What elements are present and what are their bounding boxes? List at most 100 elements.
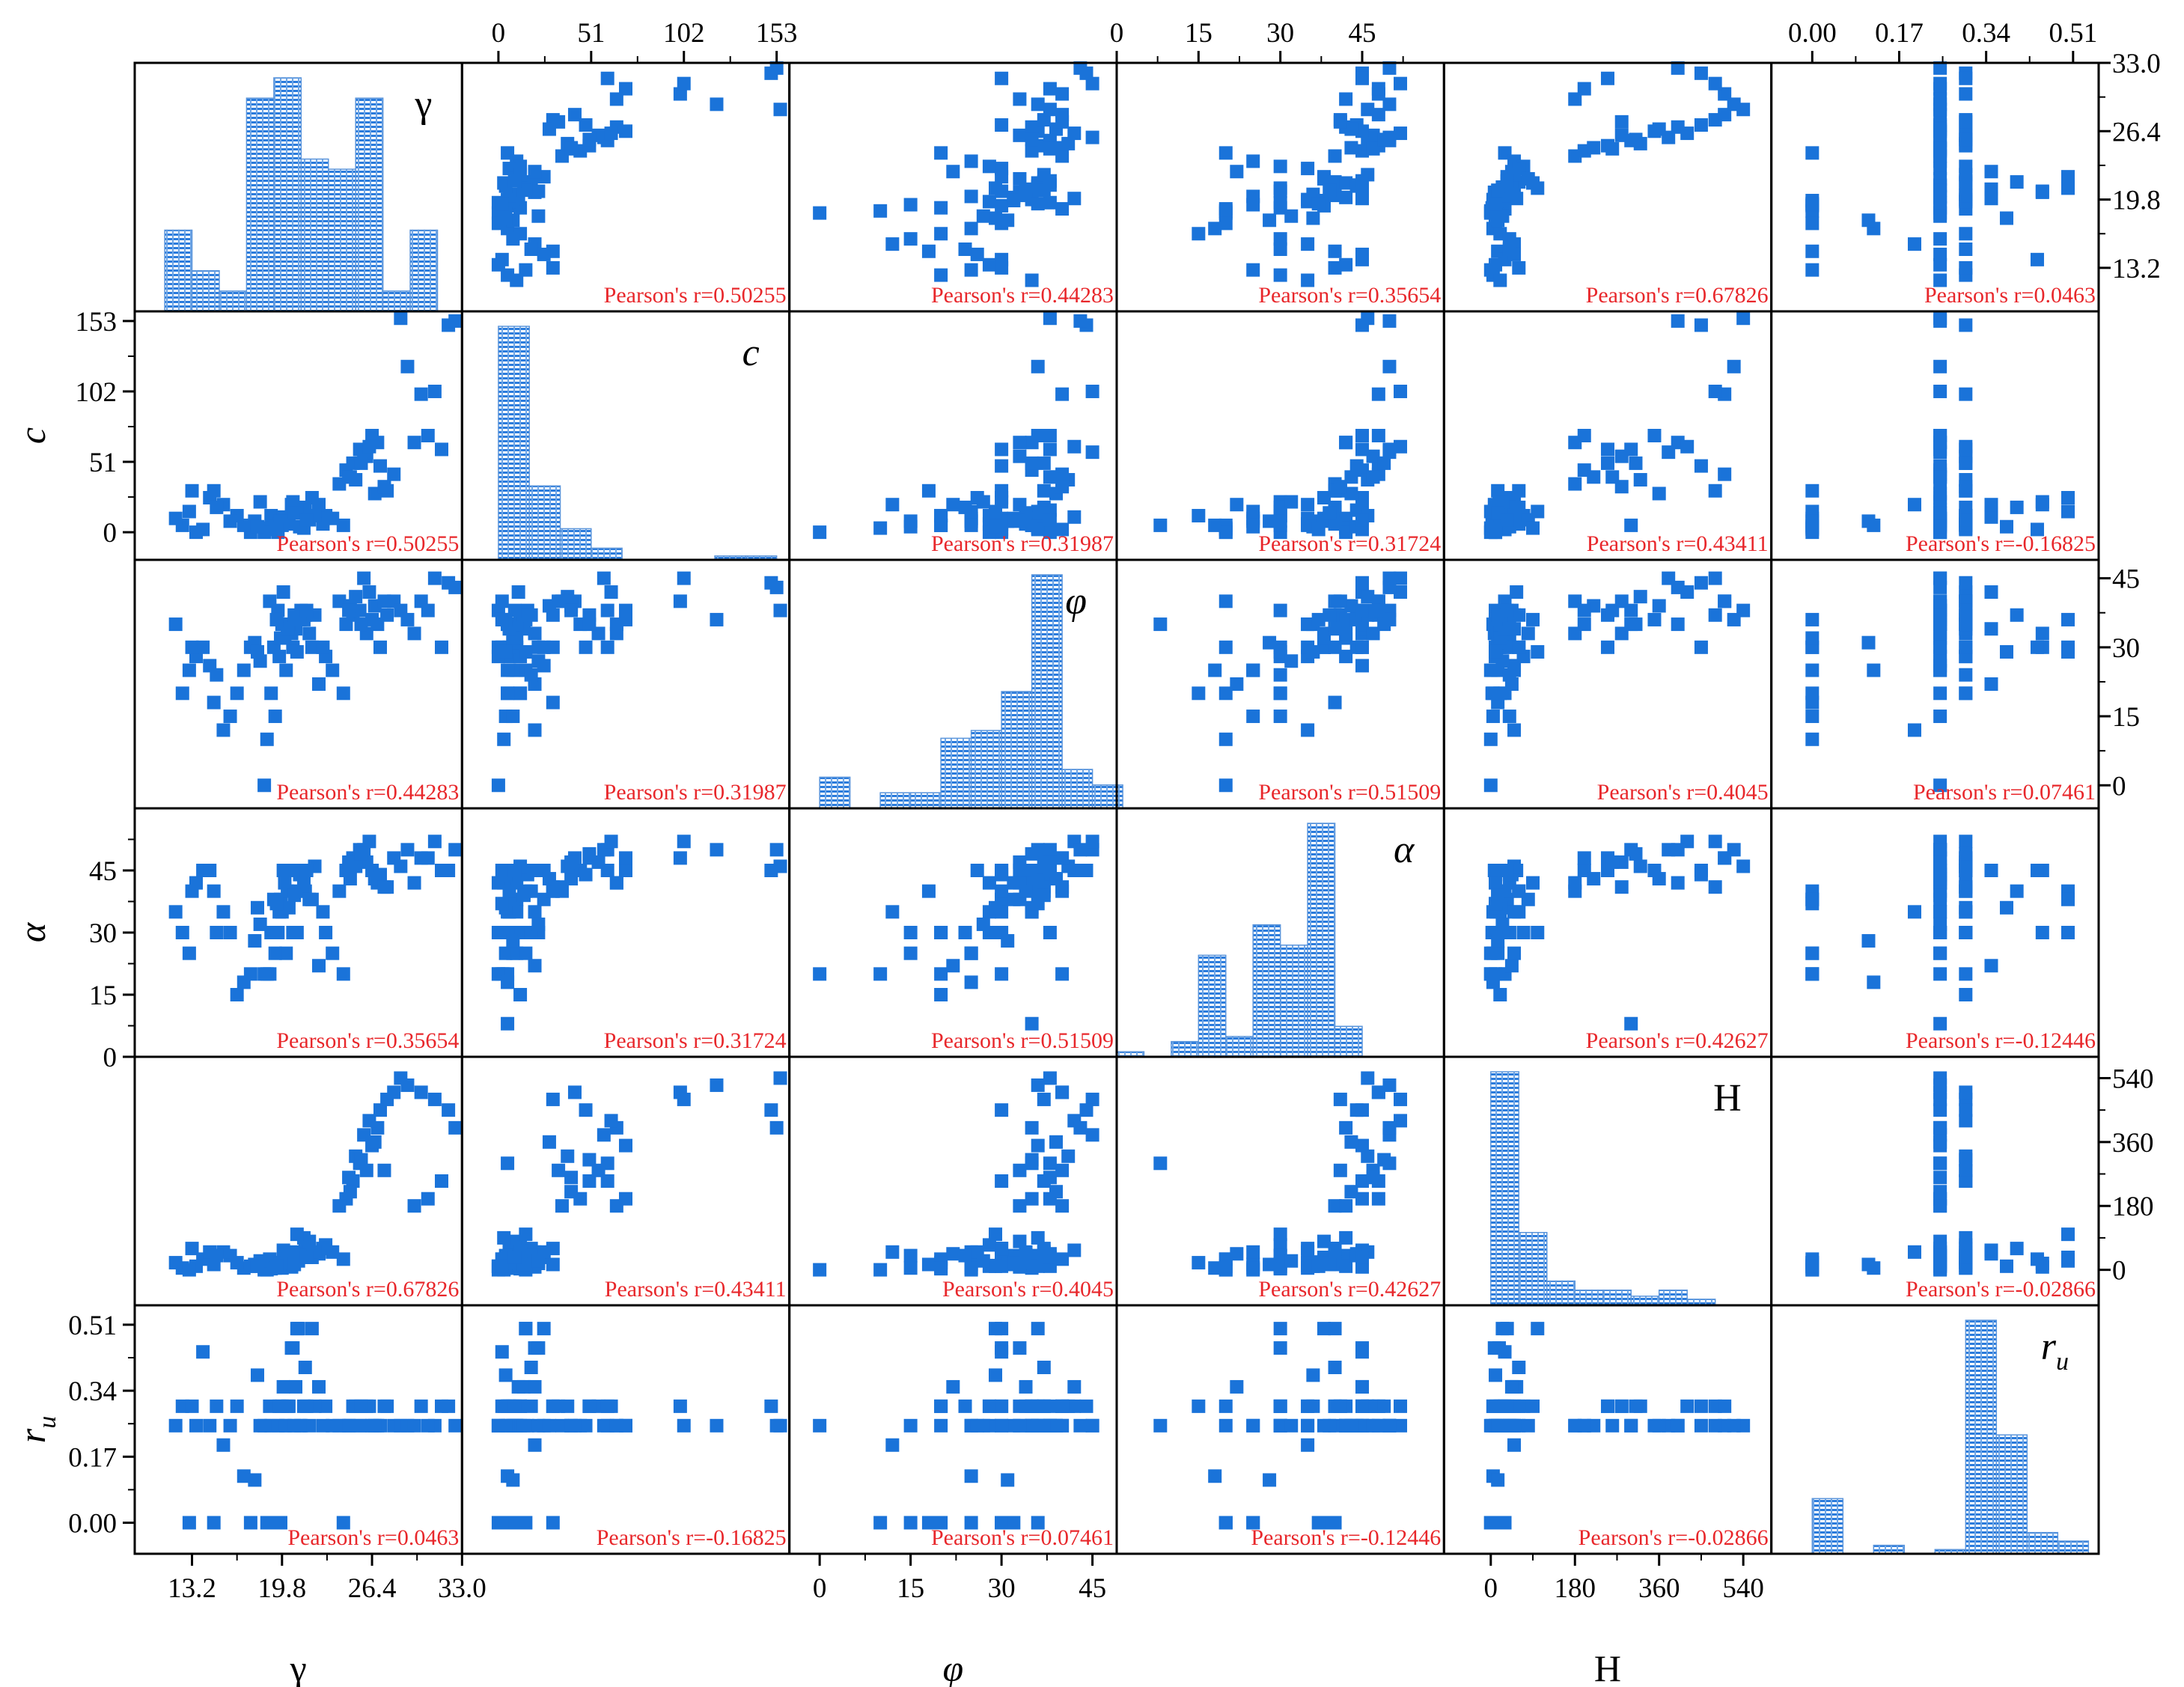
- data-point: [1394, 384, 1408, 398]
- data-point: [1055, 1399, 1070, 1413]
- data-point: [564, 1185, 579, 1199]
- data-point: [1013, 449, 1027, 463]
- x-tick-label: 30: [988, 1573, 1016, 1604]
- histogram-bar: [1334, 1025, 1363, 1058]
- panel-phi-H: Pearson's r=0.4045: [1442, 558, 1773, 810]
- data-point: [769, 1120, 784, 1135]
- data-point: [250, 644, 264, 659]
- data-point: [989, 900, 1003, 915]
- data-point: [1273, 1227, 1287, 1242]
- y-tick-label: 153: [76, 307, 118, 338]
- data-point: [1531, 1322, 1545, 1336]
- data-point: [1959, 880, 1973, 894]
- data-point: [2030, 522, 2044, 537]
- data-point: [1355, 1399, 1369, 1413]
- panel-ru-H: Pearson's r=-0.02866: [1442, 1304, 1773, 1555]
- data-point: [1526, 1399, 1540, 1413]
- data-point: [1647, 612, 1662, 626]
- data-point: [982, 195, 996, 209]
- correlation-label: Pearson's r=0.51509: [1258, 780, 1441, 805]
- data-point: [1959, 174, 1973, 188]
- data-point: [311, 959, 326, 973]
- data-point: [1013, 171, 1027, 186]
- data-point: [1708, 384, 1722, 398]
- data-point: [1013, 128, 1027, 142]
- data-point: [1694, 459, 1708, 473]
- data-point: [1861, 514, 1876, 528]
- data-point: [1489, 644, 1503, 659]
- data-point: [1339, 190, 1353, 204]
- data-point: [1013, 1199, 1027, 1213]
- data-point: [1727, 612, 1741, 626]
- data-point: [1301, 617, 1315, 632]
- data-point: [1339, 626, 1353, 641]
- x-axis-c: 0 51 102 153: [462, 18, 797, 64]
- data-point: [299, 513, 314, 527]
- data-point: [1366, 1171, 1380, 1185]
- data-point: [1085, 76, 1099, 91]
- data-point: [511, 585, 525, 600]
- data-point: [501, 1156, 515, 1171]
- data-point: [448, 1418, 463, 1433]
- data-point: [1061, 136, 1076, 150]
- data-point: [582, 132, 597, 147]
- data-point: [1333, 1092, 1347, 1106]
- data-point: [567, 108, 582, 122]
- data-point: [964, 154, 978, 168]
- data-point: [1694, 118, 1708, 132]
- data-point: [995, 1242, 1009, 1256]
- data-point: [1629, 846, 1643, 861]
- data-point: [1031, 1230, 1045, 1245]
- data-point: [250, 1368, 264, 1382]
- data-point: [287, 1257, 302, 1272]
- data-point: [1055, 467, 1070, 481]
- histogram-bar: [559, 528, 592, 561]
- data-point: [1153, 1156, 1168, 1171]
- data-point: [1382, 1418, 1397, 1433]
- data-point: [1043, 442, 1057, 457]
- data-point: [1192, 686, 1206, 701]
- data-point: [1043, 174, 1057, 188]
- data-point: [1246, 504, 1260, 519]
- data-point: [1007, 892, 1021, 906]
- y-tick-label: 45: [2112, 564, 2140, 595]
- data-point: [1013, 436, 1027, 450]
- data-point: [995, 1516, 1009, 1530]
- data-point: [182, 946, 196, 960]
- data-point: [1959, 864, 1973, 877]
- data-point: [326, 663, 340, 677]
- data-point: [1311, 612, 1326, 626]
- panel-phi-alpha: Pearson's r=0.51509: [1115, 558, 1445, 810]
- data-point: [769, 61, 784, 75]
- data-point: [903, 1261, 918, 1275]
- data-point: [210, 1248, 224, 1263]
- y-tick-label: 0: [2112, 771, 2126, 802]
- data-point: [934, 1399, 948, 1413]
- data-point: [498, 211, 513, 225]
- data-point: [1306, 644, 1320, 659]
- data-point: [1263, 1257, 1277, 1272]
- diagonal-variable-label: c: [742, 332, 760, 374]
- data-point: [354, 617, 368, 632]
- data-point: [210, 500, 224, 514]
- data-point: [885, 1245, 900, 1259]
- panel-gamma-gamma: γ: [133, 61, 463, 313]
- correlation-label: Pearson's r=0.44283: [276, 780, 459, 805]
- data-point: [269, 897, 284, 911]
- data-point: [582, 1153, 597, 1167]
- data-point: [185, 1242, 199, 1256]
- data-point: [995, 483, 1009, 498]
- data-point: [2010, 1242, 2024, 1256]
- data-point: [1933, 1234, 1947, 1248]
- data-point: [555, 1199, 569, 1213]
- data-point: [1339, 1230, 1353, 1245]
- panel-phi-phi: φ: [788, 558, 1123, 810]
- data-point: [349, 590, 363, 604]
- data-point: [964, 518, 978, 532]
- data-point: [1959, 617, 1973, 632]
- data-point: [501, 663, 515, 677]
- data-point: [299, 603, 314, 617]
- data-point: [1317, 1322, 1331, 1336]
- data-point: [1355, 1250, 1369, 1264]
- data-point: [168, 905, 183, 919]
